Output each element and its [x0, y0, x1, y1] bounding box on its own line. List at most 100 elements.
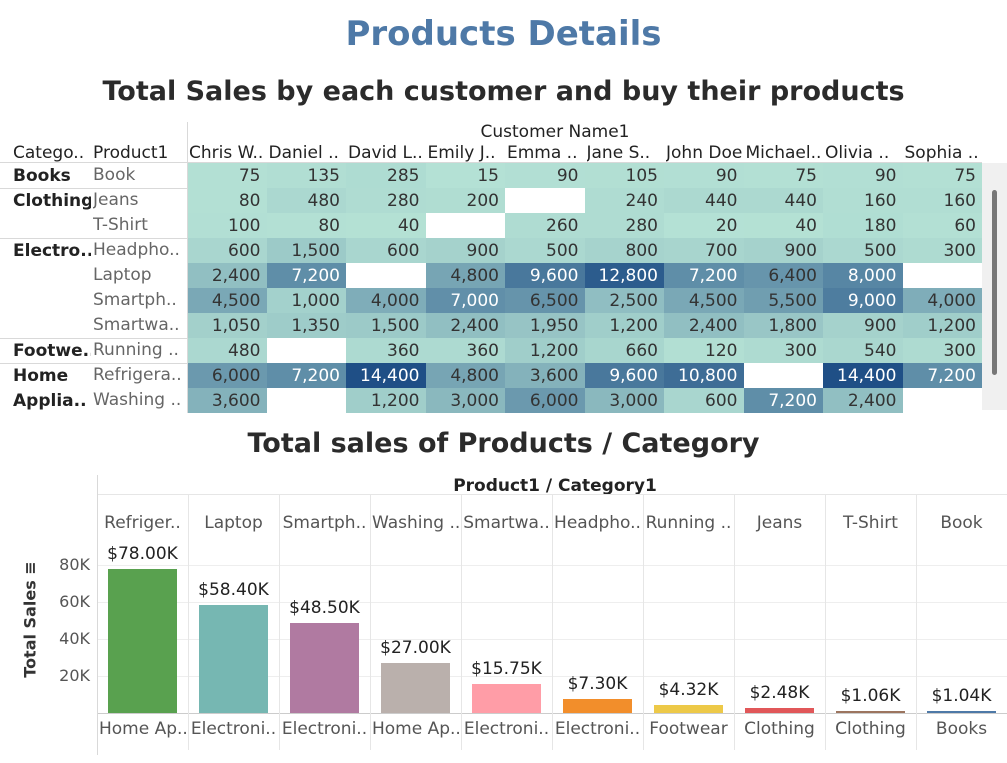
heatmap-cell[interactable]: 540 [823, 338, 903, 363]
heatmap-cell[interactable]: 6,000 [505, 388, 585, 413]
heatmap-cell[interactable]: 1,200 [346, 388, 426, 413]
heatmap-cell[interactable]: 2,400 [664, 313, 744, 338]
heatmap-cell[interactable] [903, 263, 983, 288]
product-column-label[interactable]: Headpho.. [554, 513, 641, 533]
heatmap-cell[interactable]: 800 [584, 238, 664, 263]
heatmap-cell[interactable]: 500 [823, 238, 903, 263]
heatmap-cell[interactable]: 480 [187, 338, 267, 363]
category-axis-label[interactable]: Electroni.. [281, 719, 368, 739]
heatmap-cell[interactable]: 12,800 [584, 263, 664, 288]
heatmap-cell[interactable]: 14,400 [823, 363, 903, 388]
heatmap-cell[interactable]: 7,200 [664, 263, 744, 288]
category-column-header[interactable]: Catego.. [13, 143, 85, 163]
heatmap-cell[interactable]: 90 [664, 163, 744, 188]
heatmap-cell[interactable]: 160 [823, 188, 903, 213]
bar[interactable] [927, 711, 996, 714]
heatmap-cell[interactable]: 900 [823, 313, 903, 338]
heatmap-cell[interactable]: 500 [505, 238, 585, 263]
heatmap-cell[interactable] [346, 263, 426, 288]
product-column-label[interactable]: Smartwa.. [463, 513, 550, 533]
category-axis-label[interactable]: Books [935, 719, 988, 739]
heatmap-cell[interactable]: 300 [902, 338, 982, 363]
heatmap-cell[interactable]: 120 [664, 338, 744, 363]
heatmap-cell[interactable]: 1,500 [346, 313, 426, 338]
heatmap-cell[interactable]: 100 [187, 213, 267, 238]
heatmap-cell[interactable]: 15 [425, 163, 505, 188]
heatmap-cell[interactable]: 200 [425, 188, 505, 213]
customer-header[interactable]: Daniel .. [268, 143, 339, 163]
heatmap-cell[interactable]: 10,800 [664, 363, 744, 388]
heatmap-cell[interactable]: 6,400 [743, 263, 823, 288]
heatmap-cell[interactable]: 280 [346, 188, 426, 213]
heatmap-cell[interactable]: 4,500 [187, 288, 267, 313]
heatmap-cell[interactable]: 300 [743, 338, 823, 363]
heatmap-cell[interactable]: 20 [664, 213, 744, 238]
category-axis-label[interactable]: Home Ap.. [372, 719, 459, 739]
heatmap-cell[interactable]: 9,600 [505, 263, 585, 288]
category-axis-label[interactable]: Home Ap.. [99, 719, 186, 739]
bar[interactable] [381, 663, 450, 713]
heatmap-cell[interactable]: 1,200 [505, 338, 585, 363]
heatmap-cell[interactable]: 105 [584, 163, 664, 188]
heatmap-cell[interactable]: 260 [505, 213, 585, 238]
category-axis-label[interactable]: Clothing [744, 719, 815, 739]
heatmap-cell[interactable]: 3,000 [584, 388, 664, 413]
heatmap-cell[interactable]: 160 [902, 188, 982, 213]
category-axis-label[interactable]: Footwear [649, 719, 728, 739]
heatmap-cell[interactable]: 2,400 [425, 313, 505, 338]
heatmap-cell[interactable]: 80 [266, 213, 346, 238]
heatmap-cell[interactable]: 7,200 [902, 363, 982, 388]
heatmap-cell[interactable]: 1,000 [266, 288, 346, 313]
heatmap-cell[interactable]: 660 [584, 338, 664, 363]
heatmap-cell[interactable]: 3,600 [187, 388, 267, 413]
heatmap-cell[interactable] [903, 388, 983, 413]
heatmap-cell[interactable]: 3,000 [425, 388, 505, 413]
heatmap-cell[interactable]: 9,000 [823, 288, 903, 313]
heatmap-cell[interactable]: 360 [425, 338, 505, 363]
heatmap-cell[interactable]: 75 [902, 163, 982, 188]
product-column-header[interactable]: Product1 [93, 143, 169, 163]
bar[interactable] [654, 705, 723, 713]
heatmap-cell[interactable]: 5,500 [743, 288, 823, 313]
heatmap-cell[interactable]: 440 [664, 188, 744, 213]
product-column-label[interactable]: Book [940, 513, 983, 533]
heatmap-cell[interactable]: 900 [425, 238, 505, 263]
heatmap-cell[interactable]: 135 [266, 163, 346, 188]
heatmap-scrollbar-thumb[interactable] [992, 190, 997, 375]
heatmap-cell[interactable]: 40 [346, 213, 426, 238]
bar[interactable] [108, 568, 177, 713]
heatmap-cell[interactable]: 75 [187, 163, 267, 188]
heatmap-cell[interactable]: 60 [902, 213, 982, 238]
heatmap-cell[interactable]: 1,200 [902, 313, 982, 338]
heatmap-cell[interactable]: 440 [743, 188, 823, 213]
heatmap-cell[interactable]: 4,800 [425, 263, 505, 288]
category-axis-label[interactable]: Clothing [835, 719, 906, 739]
heatmap-cell[interactable]: 1,200 [584, 313, 664, 338]
customer-header[interactable]: David L.. [348, 143, 423, 163]
product-column-label[interactable]: Smartph.. [282, 513, 367, 533]
heatmap-cell[interactable]: 80 [187, 188, 267, 213]
heatmap-cell[interactable] [744, 363, 824, 388]
heatmap-cell[interactable]: 285 [346, 163, 426, 188]
heatmap-cell[interactable]: 600 [346, 238, 426, 263]
heatmap-cell[interactable]: 6,000 [187, 363, 267, 388]
customer-header[interactable]: Michael.. [745, 143, 822, 163]
customer-header[interactable]: Emma .. [507, 143, 578, 163]
heatmap-cell[interactable]: 600 [664, 388, 744, 413]
heatmap-cell[interactable] [267, 388, 347, 413]
heatmap-cell[interactable]: 2,400 [823, 388, 903, 413]
customer-header[interactable]: Emily J.. [427, 143, 496, 163]
heatmap-cell[interactable] [426, 213, 506, 238]
customer-header[interactable]: John Doe [666, 143, 743, 163]
heatmap-cell[interactable]: 3,600 [505, 363, 585, 388]
customer-header[interactable]: Chris W.. [189, 143, 264, 163]
product-column-label[interactable]: T-Shirt [843, 513, 898, 533]
heatmap-cell[interactable]: 2,400 [187, 263, 267, 288]
product-column-label[interactable]: Running .. [645, 513, 732, 533]
heatmap-cell[interactable]: 240 [584, 188, 664, 213]
category-axis-label[interactable]: Electroni.. [463, 719, 550, 739]
heatmap-cell[interactable]: 9,600 [584, 363, 664, 388]
heatmap-cell[interactable]: 90 [823, 163, 903, 188]
heatmap-cell[interactable]: 900 [743, 238, 823, 263]
bar[interactable] [472, 683, 541, 713]
